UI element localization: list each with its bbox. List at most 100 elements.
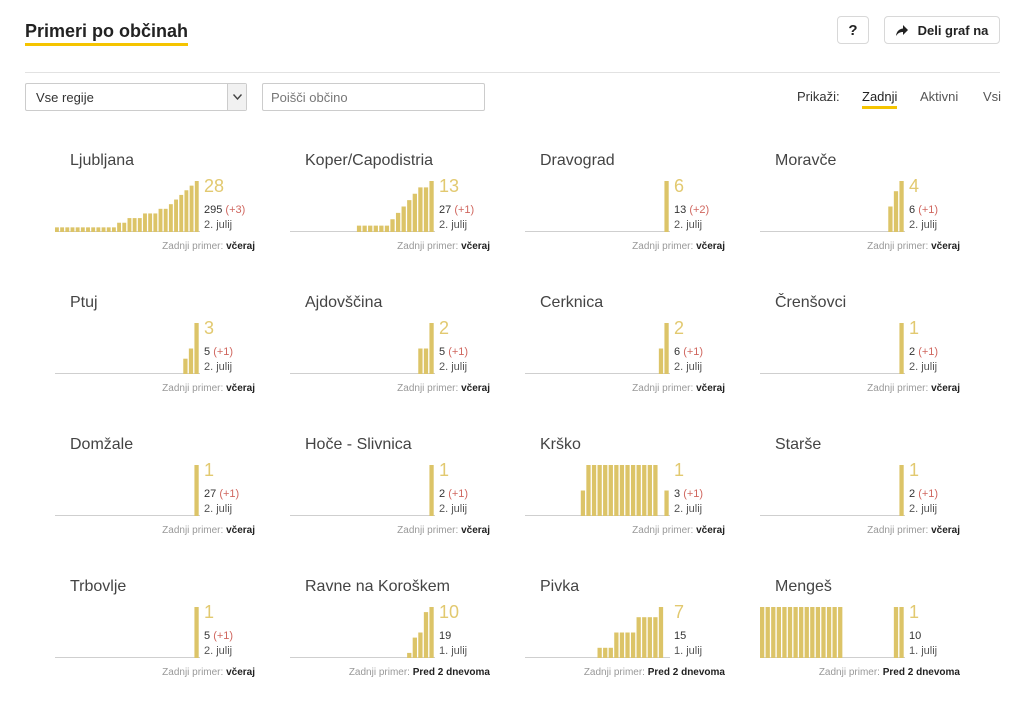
chart-bar bbox=[614, 632, 619, 658]
municipality-name: Koper/Capodistria bbox=[305, 152, 434, 169]
chart-bar bbox=[373, 225, 378, 233]
last-case-label: Zadnji primer: bbox=[397, 383, 459, 394]
municipality-card[interactable]: Dravograd 6 13 (+2) 2. julij Zadnji primer: … bbox=[525, 152, 725, 272]
municipality-name: Domžale bbox=[70, 436, 134, 453]
total-count: 19 bbox=[439, 630, 452, 642]
last-date: 2. julij bbox=[909, 361, 938, 373]
chart-bar bbox=[799, 607, 804, 658]
last-case-label: Zadnji primer: bbox=[867, 241, 929, 252]
municipality-card[interactable]: Ravne na Koroškem 10 19 1. julij Zadnji pri… bbox=[290, 578, 490, 698]
chart-bar bbox=[832, 607, 837, 658]
filter-latest[interactable]: Zadnji bbox=[862, 89, 898, 109]
region-select[interactable]: Vse regije bbox=[25, 83, 247, 111]
municipality-card[interactable]: Koper/Capodistria 13 27 (+1) 2. julij Zadnji… bbox=[290, 152, 490, 272]
municipality-search-input[interactable]: Poišči občino bbox=[262, 83, 485, 111]
total-delta: (+1) bbox=[213, 630, 234, 642]
last-case-label: Zadnji primer: bbox=[162, 667, 224, 678]
last-case: Zadnji primer: včeraj bbox=[867, 383, 960, 394]
municipality-card[interactable]: Moravče 4 6 (+1) 2. julij Zadnji primer: vče… bbox=[760, 152, 960, 272]
last-case: Zadnji primer: včeraj bbox=[867, 241, 960, 252]
new-cases-count: 2 bbox=[674, 318, 685, 338]
last-case-label: Zadnji primer: bbox=[162, 525, 224, 536]
help-button[interactable]: ? bbox=[837, 16, 869, 44]
filter-active[interactable]: Aktivni bbox=[920, 89, 959, 104]
total-cases: 5 (+1) bbox=[204, 344, 233, 360]
chart-bar bbox=[163, 208, 168, 232]
chart-bar bbox=[603, 465, 608, 516]
chart-bar bbox=[765, 607, 770, 658]
municipality-card[interactable]: Cerknica 2 6 (+1) 2. julij Zadnji primer: vč… bbox=[525, 294, 725, 414]
municipality-card[interactable]: Ptuj 3 5 (+1) 2. julij Zadnji primer: včeraj bbox=[55, 294, 255, 414]
new-cases-count: 1 bbox=[909, 460, 920, 480]
municipality-card[interactable]: Trbovlje 1 5 (+1) 2. julij Zadnji primer: vč… bbox=[55, 578, 255, 698]
municipality-name: Krško bbox=[540, 436, 581, 453]
total-count: 13 bbox=[674, 204, 687, 216]
chart-bar bbox=[608, 465, 613, 516]
total-count: 2 bbox=[909, 488, 916, 500]
chevron-down-icon[interactable] bbox=[227, 84, 246, 110]
chart-bar bbox=[619, 632, 625, 658]
municipality-card[interactable]: Domžale 1 27 (+1) 2. julij Zadnji primer: vč… bbox=[55, 436, 255, 556]
chart-bar bbox=[630, 465, 636, 516]
total-delta: (+2) bbox=[689, 204, 710, 216]
chart-bar bbox=[55, 227, 59, 232]
total-cases: 6 (+1) bbox=[909, 202, 938, 218]
last-case-value: Pred 2 dnevoma bbox=[412, 667, 490, 678]
cases-bar-chart bbox=[760, 181, 905, 232]
cases-bar-chart bbox=[55, 323, 200, 374]
chart-bar bbox=[429, 607, 434, 658]
share-label: Deli graf na bbox=[917, 22, 989, 38]
header-divider bbox=[25, 72, 1000, 73]
chart-bar bbox=[636, 465, 641, 516]
chart-bar bbox=[899, 323, 904, 374]
last-case: Zadnji primer: včeraj bbox=[397, 241, 490, 252]
total-cases: 5 (+1) bbox=[439, 344, 468, 360]
municipality-name: Črenšovci bbox=[775, 294, 847, 311]
filter-all[interactable]: Vsi bbox=[983, 89, 1002, 104]
municipality-card[interactable]: Mengeš 1 10 1. julij Zadnji primer: Pred 2 … bbox=[760, 578, 960, 698]
cases-bar-chart bbox=[525, 465, 670, 516]
last-date: 2. julij bbox=[674, 361, 703, 373]
last-case-label: Zadnji primer: bbox=[632, 525, 694, 536]
municipality-card[interactable]: Hoče - Slivnica 1 2 (+1) 2. julij Zadnji pri… bbox=[290, 436, 490, 556]
chart-bar bbox=[168, 204, 173, 232]
chart-bar bbox=[91, 227, 96, 232]
chart-bar bbox=[179, 194, 184, 232]
chart-bar bbox=[362, 225, 367, 233]
total-delta: (+1) bbox=[448, 488, 469, 500]
municipality-card[interactable]: Starše 1 2 (+1) 2. julij Zadnji primer: včer… bbox=[760, 436, 960, 556]
last-case: Zadnji primer: včeraj bbox=[632, 383, 725, 394]
municipality-card[interactable]: Krško 1 3 (+1) 2. julij Zadnji primer: včera… bbox=[525, 436, 725, 556]
share-button[interactable]: Deli graf na bbox=[884, 16, 1000, 44]
total-count: 295 bbox=[204, 204, 223, 216]
total-cases: 19 bbox=[439, 628, 451, 644]
chart-bar bbox=[608, 647, 613, 658]
new-cases-count: 1 bbox=[204, 602, 215, 622]
chart-bar bbox=[782, 607, 787, 658]
municipality-card[interactable]: Ajdovščina 2 5 (+1) 2. julij Zadnji primer: … bbox=[290, 294, 490, 414]
municipality-card[interactable]: Ljubljana 28 295 (+3) 2. julij Zadnji primer… bbox=[55, 152, 255, 272]
chart-bar bbox=[647, 465, 652, 516]
chart-bar bbox=[625, 465, 630, 516]
last-case-value: včeraj bbox=[696, 241, 725, 252]
chart-bar bbox=[117, 222, 122, 232]
chart-bar bbox=[899, 465, 904, 516]
chart-bar bbox=[418, 348, 423, 374]
total-delta: (+1) bbox=[918, 204, 939, 216]
chart-bar bbox=[423, 348, 429, 374]
chart-bar bbox=[379, 225, 384, 233]
chart-bar bbox=[395, 212, 401, 233]
municipality-name: Ajdovščina bbox=[305, 294, 383, 311]
chart-bar bbox=[580, 490, 586, 516]
chart-bar bbox=[132, 218, 137, 232]
total-cases: 2 (+1) bbox=[909, 486, 938, 502]
municipality-card[interactable]: Črenšovci 1 2 (+1) 2. julij Zadnji primer: v… bbox=[760, 294, 960, 414]
chart-bar bbox=[356, 225, 362, 233]
chart-bar bbox=[893, 191, 899, 232]
chart-bar bbox=[194, 607, 199, 658]
last-case-value: včeraj bbox=[461, 383, 490, 394]
municipality-card[interactable]: Pivka 7 15 1. julij Zadnji primer: Pred 2 d… bbox=[525, 578, 725, 698]
chart-bar bbox=[96, 227, 101, 232]
cases-bar-chart bbox=[290, 323, 435, 374]
new-cases-count: 7 bbox=[674, 602, 685, 622]
